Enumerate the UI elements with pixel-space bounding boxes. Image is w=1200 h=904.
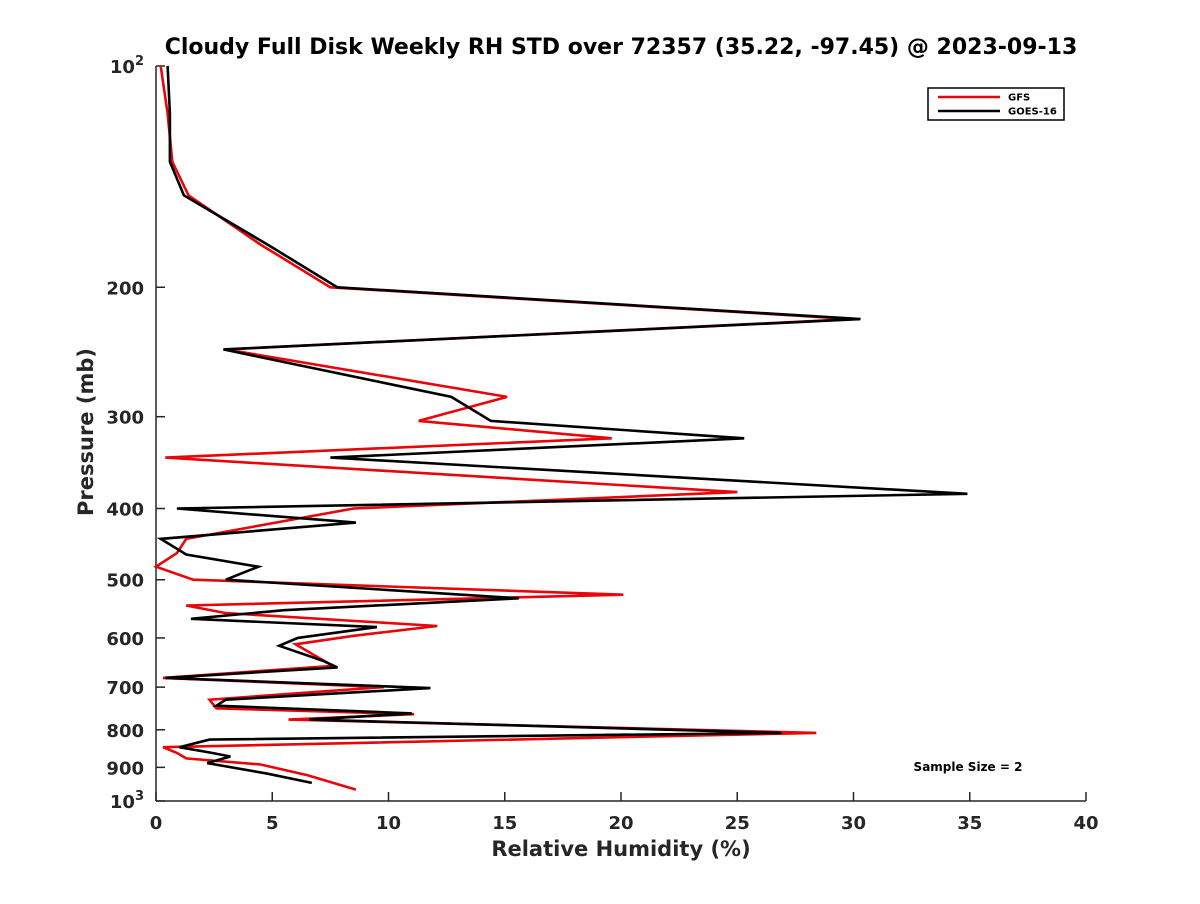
y-tick-base: 10 — [110, 792, 135, 813]
y-tick-label: 800 — [106, 721, 144, 742]
x-tick-label: 30 — [841, 813, 866, 834]
x-tick-label: 15 — [492, 813, 517, 834]
x-tick-label: 5 — [266, 813, 279, 834]
x-axis-ticks: 0 5 10 15 20 25 30 35 40 — [150, 792, 1099, 834]
y-tick-label: 700 — [106, 678, 144, 699]
x-tick-label: 25 — [725, 813, 750, 834]
x-tick-label: 40 — [1073, 813, 1098, 834]
y-tick-label: 500 — [106, 571, 144, 592]
x-tick-label: 35 — [957, 813, 982, 834]
y-tick-label: 400 — [106, 500, 144, 521]
y-axis-label: Pressure (mb) — [74, 348, 98, 516]
y-tick-base: 10 — [110, 57, 135, 78]
legend: GFS GOES-16 — [927, 87, 1065, 121]
legend-entry: GFS — [1008, 93, 1030, 104]
y-tick-label: 600 — [106, 629, 144, 650]
x-axis-label: Relative Humidity (%) — [491, 837, 750, 861]
y-tick-label: 200 — [106, 278, 144, 299]
y-tick-label: 300 — [106, 408, 144, 429]
series-line-goes-16 — [156, 65, 968, 785]
y-tick-label: 900 — [106, 758, 144, 779]
x-tick-label: 0 — [150, 813, 163, 834]
y-tick-label: 102 — [110, 54, 144, 78]
y-tick-exponent: 2 — [135, 54, 144, 69]
x-tick-label: 10 — [376, 813, 401, 834]
y-tick-label: 103 — [110, 789, 144, 813]
chart-title: Cloudy Full Disk Weekly RH STD over 7235… — [165, 35, 1078, 60]
y-tick-exponent: 3 — [135, 789, 144, 804]
sample-size-annotation: Sample Size = 2 — [914, 760, 1023, 774]
x-tick-label: 20 — [608, 813, 633, 834]
legend-box — [927, 87, 1065, 121]
series-lines — [153, 65, 968, 791]
legend-entry: GOES-16 — [1008, 107, 1057, 118]
